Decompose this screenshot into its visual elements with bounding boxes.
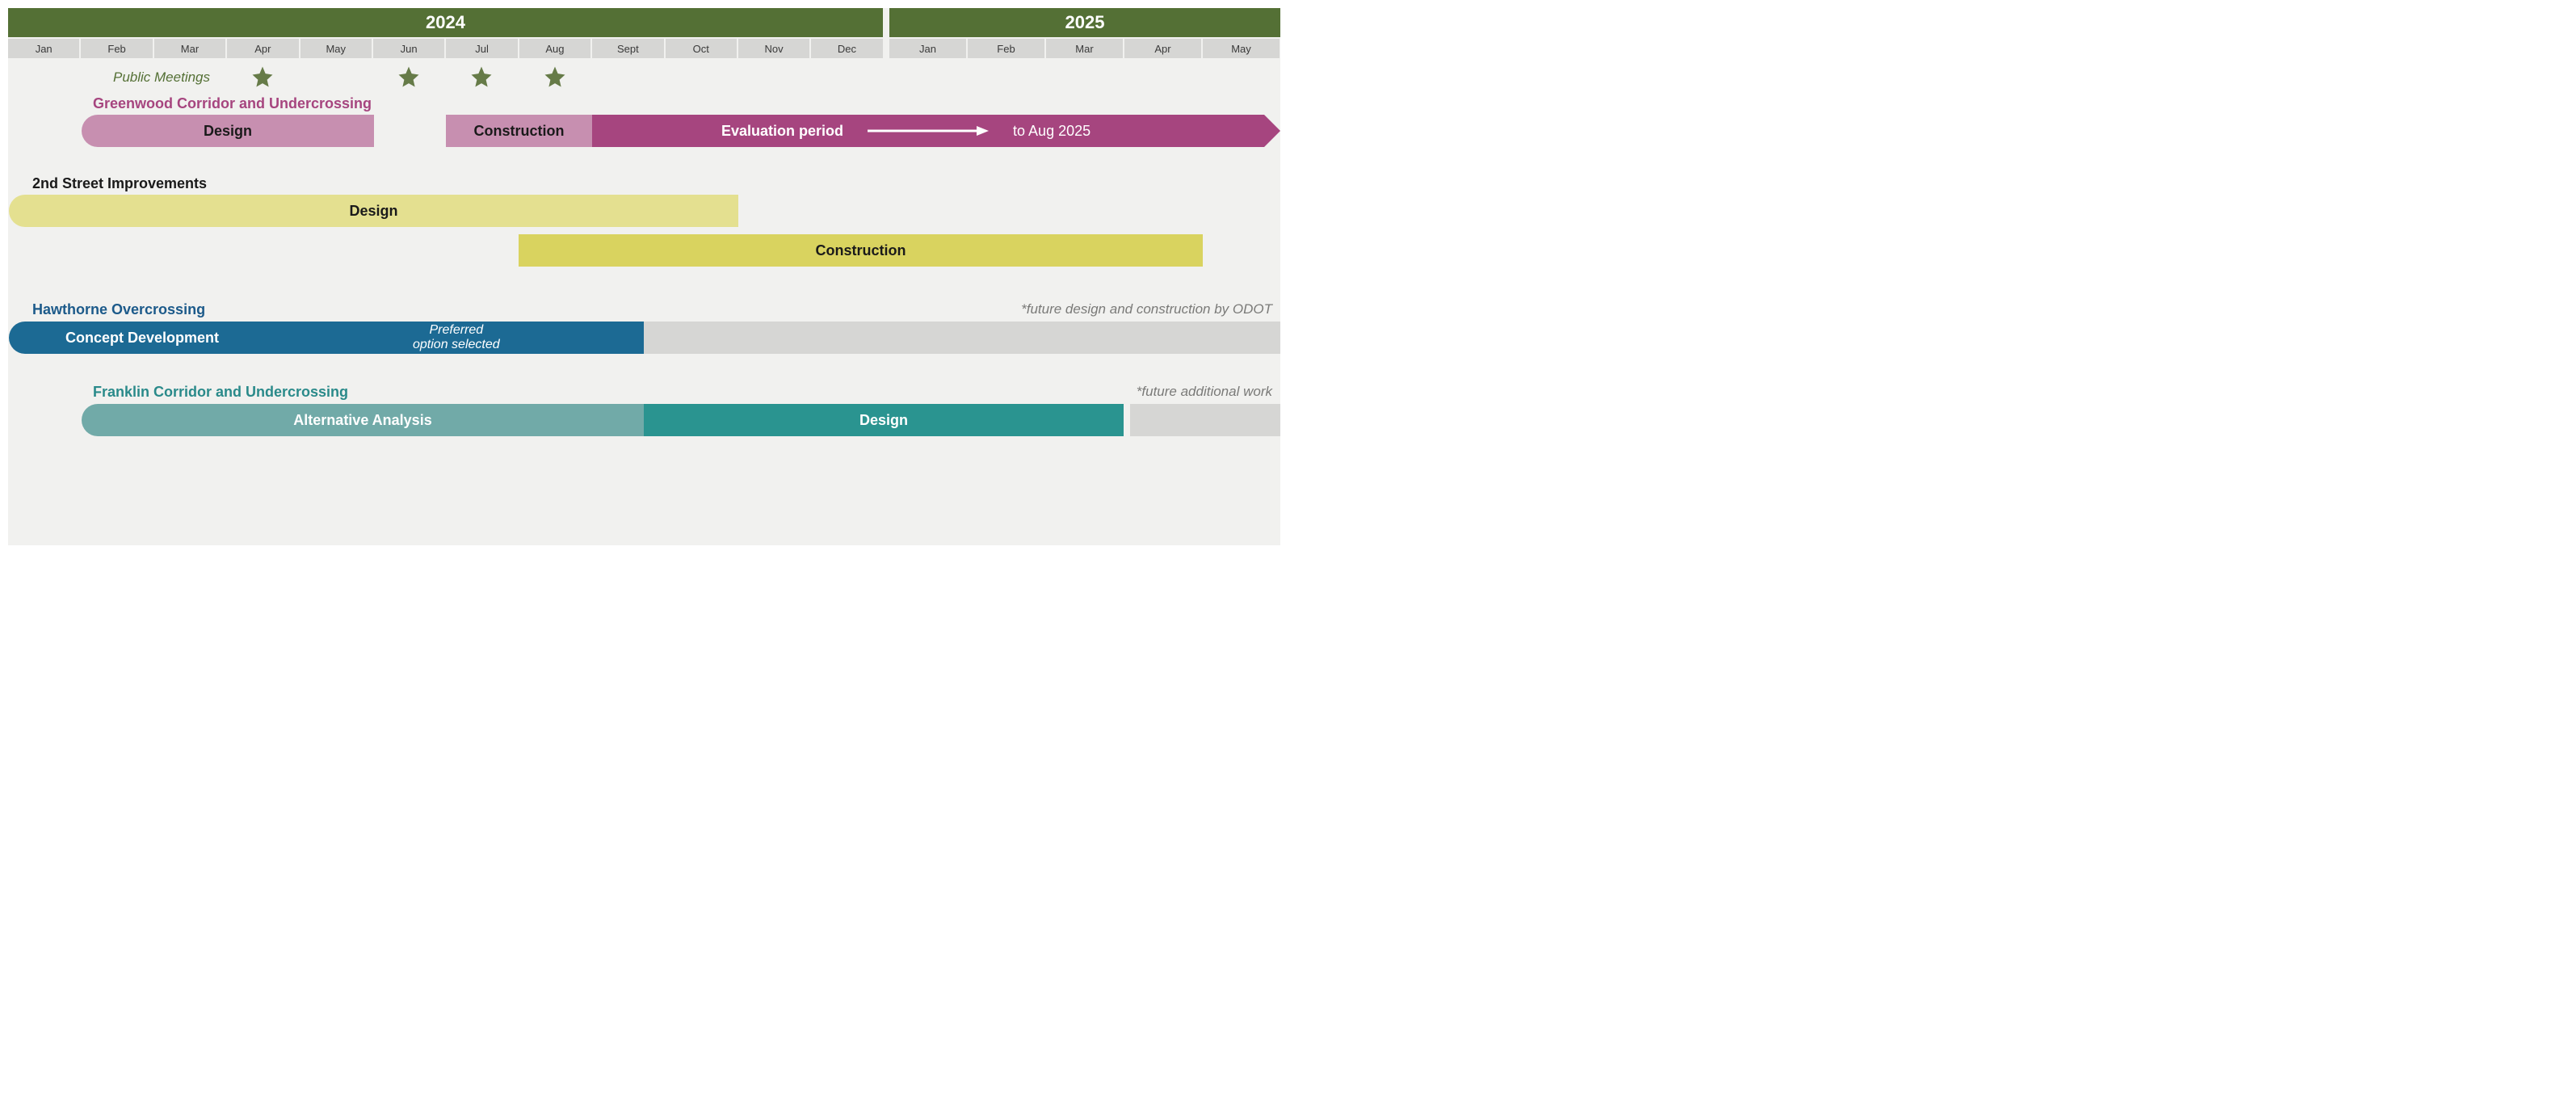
- month-row-2025: Jan Feb Mar Apr May: [889, 39, 1280, 58]
- month-mar25: Mar: [1046, 39, 1123, 58]
- star-icon: [250, 65, 275, 89]
- public-meetings-label: Public Meetings: [113, 69, 210, 86]
- second-street-title: 2nd Street Improvements: [32, 175, 207, 192]
- bar-label: Construction: [474, 123, 565, 140]
- year-label: 2024: [426, 12, 465, 33]
- month-may25: May: [1203, 39, 1280, 58]
- greenwood-title: Greenwood Corridor and Undercrossing: [93, 95, 372, 112]
- month-apr: Apr: [227, 39, 298, 58]
- year-label: 2025: [1065, 12, 1105, 33]
- month-aug: Aug: [519, 39, 590, 58]
- star-icon: [543, 65, 567, 89]
- second-street-construction-bar: Construction: [519, 234, 1203, 267]
- franklin-note: *future additional work: [1137, 384, 1272, 400]
- bar-label: Design: [859, 412, 908, 429]
- second-street-design-bar: Design: [9, 195, 738, 227]
- month-feb25: Feb: [968, 39, 1044, 58]
- gantt-chart: 2024 2025 Jan Feb Mar Apr May Jun Jul Au…: [8, 8, 1280, 545]
- bar-label: Concept Development: [65, 330, 219, 347]
- bar-label: Construction: [816, 242, 906, 259]
- franklin-analysis-bar: Alternative Analysis: [82, 404, 644, 436]
- hawthorne-future-bar: [644, 322, 1280, 354]
- hawthorne-title: Hawthorne Overcrossing: [32, 301, 205, 318]
- bar-label: Evaluation period: [721, 123, 843, 140]
- bar-extra-text: to Aug 2025: [1013, 123, 1090, 140]
- star-icon: [397, 65, 421, 89]
- bar-label: Design: [349, 203, 397, 220]
- franklin-design-bar: Design: [644, 404, 1124, 436]
- hawthorne-note: *future design and construction by ODOT: [1021, 301, 1272, 317]
- bar-label: Design: [204, 123, 252, 140]
- month-jun: Jun: [373, 39, 444, 58]
- month-row-2024: Jan Feb Mar Apr May Jun Jul Aug Sept Oct…: [8, 39, 883, 58]
- star-icon: [469, 65, 494, 89]
- hawthorne-concept-bar: Concept Development Preferredoption sele…: [9, 322, 644, 354]
- month-dec: Dec: [811, 39, 882, 58]
- bar-label: Alternative Analysis: [293, 412, 431, 429]
- year-2024-header: 2024: [8, 8, 883, 37]
- month-nov: Nov: [738, 39, 809, 58]
- greenwood-evaluation-bar: .arrow-bar[data-name="greenwood-evaluati…: [592, 115, 1264, 147]
- greenwood-construction-bar: Construction: [446, 115, 592, 147]
- month-feb: Feb: [81, 39, 152, 58]
- franklin-title: Franklin Corridor and Undercrossing: [93, 384, 348, 401]
- greenwood-design-bar: Design: [82, 115, 374, 147]
- bar-extra-text: Preferredoption selected: [413, 323, 500, 351]
- franklin-future-bar: [1130, 404, 1280, 436]
- month-jan25: Jan: [889, 39, 966, 58]
- month-mar: Mar: [154, 39, 225, 58]
- month-may: May: [300, 39, 372, 58]
- month-oct: Oct: [666, 39, 737, 58]
- arrow-icon: [868, 125, 989, 137]
- month-jan: Jan: [8, 39, 79, 58]
- month-sept: Sept: [592, 39, 663, 58]
- year-2025-header: 2025: [889, 8, 1280, 37]
- month-jul: Jul: [446, 39, 517, 58]
- month-apr25: Apr: [1124, 39, 1201, 58]
